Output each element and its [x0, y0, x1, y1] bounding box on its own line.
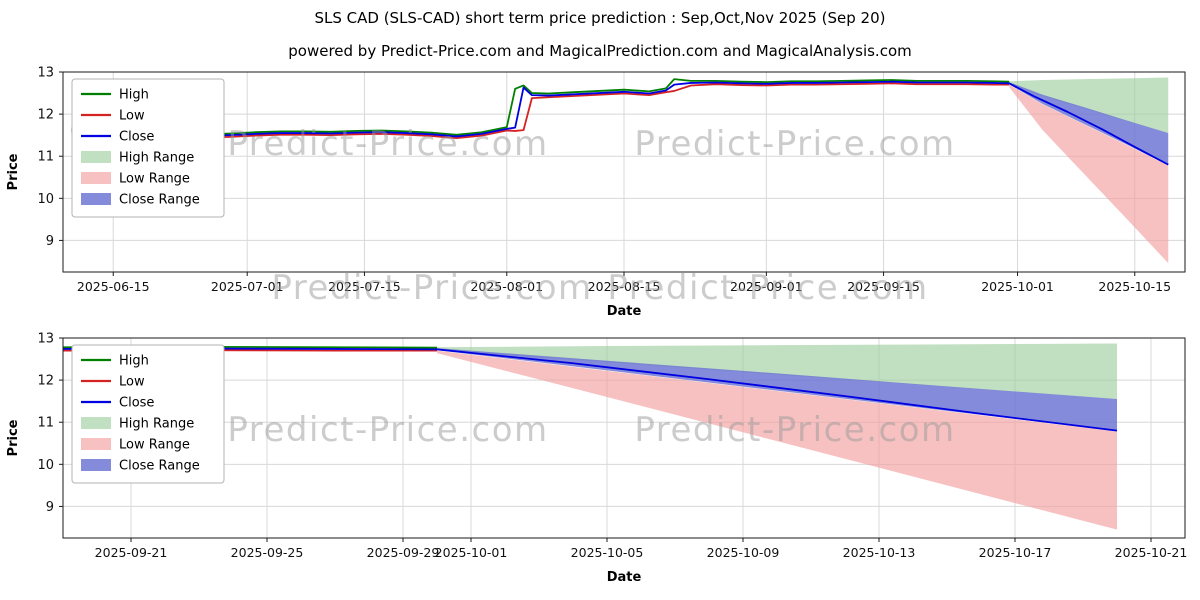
- legend-label-close-range: Close Range: [119, 459, 200, 474]
- watermark-text: Predict-Price.com: [607, 268, 928, 308]
- x-tick-label: 2025-09-25: [231, 545, 304, 560]
- y-tick-label: 12: [37, 374, 54, 389]
- watermark-text: Predict-Price.com: [227, 124, 548, 164]
- band-high-range: [1009, 77, 1169, 134]
- x-tick-label: 2025-10-05: [571, 545, 644, 560]
- y-axis-label: Price: [6, 419, 21, 456]
- legend-label-low: Low: [119, 375, 145, 390]
- legend-label-high: High: [119, 88, 149, 103]
- y-axis-label: Price: [6, 153, 21, 190]
- legend-label-close: Close: [119, 130, 154, 145]
- full-history-chart: 9 10 11 12 13 2025-06-15 2025-07-01 2025-07-15 2…: [6, 66, 1186, 319]
- y-tick-label: 10: [37, 458, 54, 473]
- chart-subtitle: powered by Predict-Price.com and Magical…: [288, 42, 912, 60]
- x-tick-label: 2025-08-15: [588, 279, 661, 294]
- chart-title: SLS CAD (SLS-CAD) short term price predi…: [314, 9, 886, 27]
- legend: High Low Close High Range Low Range Close Ran…: [71, 78, 225, 218]
- legend: High Low Close High Range Low Range Close Ran…: [71, 344, 225, 484]
- x-tick-label: 2025-07-01: [211, 279, 284, 294]
- x-tick-label: 2025-10-17: [979, 545, 1052, 560]
- legend-label-low-range: Low Range: [119, 438, 190, 453]
- x-tick-label: 2025-10-21: [1115, 545, 1188, 560]
- x-tick-label: 2025-09-21: [95, 545, 168, 560]
- y-tick-label: 13: [37, 66, 54, 81]
- x-axis-label: Date: [607, 304, 642, 319]
- x-tick-label: 2025-09-15: [847, 279, 920, 294]
- x-tick-label: 2025-10-13: [843, 545, 916, 560]
- x-axis-label: Date: [607, 570, 642, 585]
- x-tick-label: 2025-09-29: [367, 545, 440, 560]
- legend-label-close: Close: [119, 396, 154, 411]
- x-tick-label: 2025-08-01: [470, 279, 543, 294]
- legend-swatch-close-range-icon: [81, 193, 111, 205]
- legend-label-high-range: High Range: [119, 417, 194, 432]
- band-close-range: [437, 348, 1117, 432]
- legend-swatch-close-range-icon: [81, 459, 111, 471]
- band-low-range: [1009, 84, 1169, 264]
- x-tick-label: 2025-06-15: [77, 279, 150, 294]
- x-tick-label: 2025-07-15: [328, 279, 401, 294]
- legend-swatch-low-range-icon: [81, 172, 111, 184]
- band-high-range: [437, 343, 1117, 400]
- legend-label-high-range: High Range: [119, 151, 194, 166]
- x-tick-label: 2025-10-09: [707, 545, 780, 560]
- y-tick-label: 9: [46, 500, 54, 515]
- watermark-text: Predict-Price.com: [634, 124, 955, 164]
- series-low-line: [71, 82, 1010, 140]
- legend-swatch-high-range-icon: [81, 417, 111, 429]
- series-close-line: [71, 80, 1169, 166]
- watermark-text: Predict-Price.com: [227, 410, 548, 450]
- y-tick-label: 11: [37, 416, 54, 431]
- x-tick-label: 2025-10-01: [435, 545, 508, 560]
- x-tick-label: 2025-10-01: [981, 279, 1054, 294]
- watermark-text: Predict-Price.com: [271, 268, 592, 308]
- legend-swatch-low-range-icon: [81, 438, 111, 450]
- x-tick-label: 2025-10-15: [1098, 279, 1171, 294]
- y-tick-label: 13: [37, 332, 54, 347]
- watermark-text: Predict-Price.com: [634, 410, 955, 450]
- legend-swatch-high-range-icon: [81, 151, 111, 163]
- x-tick-label: 2025-09-01: [730, 279, 803, 294]
- series-close-line: [62, 347, 1118, 432]
- series-high-line: [71, 78, 1010, 136]
- band-low-range: [437, 350, 1117, 530]
- legend-label-low-range: Low Range: [119, 172, 190, 187]
- legend-label-high: High: [119, 354, 149, 369]
- legend-label-close-range: Close Range: [119, 193, 200, 208]
- y-tick-label: 9: [46, 234, 54, 249]
- legend-label-low: Low: [119, 109, 145, 124]
- y-tick-label: 11: [37, 150, 54, 165]
- plot-border: [62, 337, 1186, 539]
- y-tick-label: 12: [37, 108, 54, 123]
- y-tick-label: 10: [37, 192, 54, 207]
